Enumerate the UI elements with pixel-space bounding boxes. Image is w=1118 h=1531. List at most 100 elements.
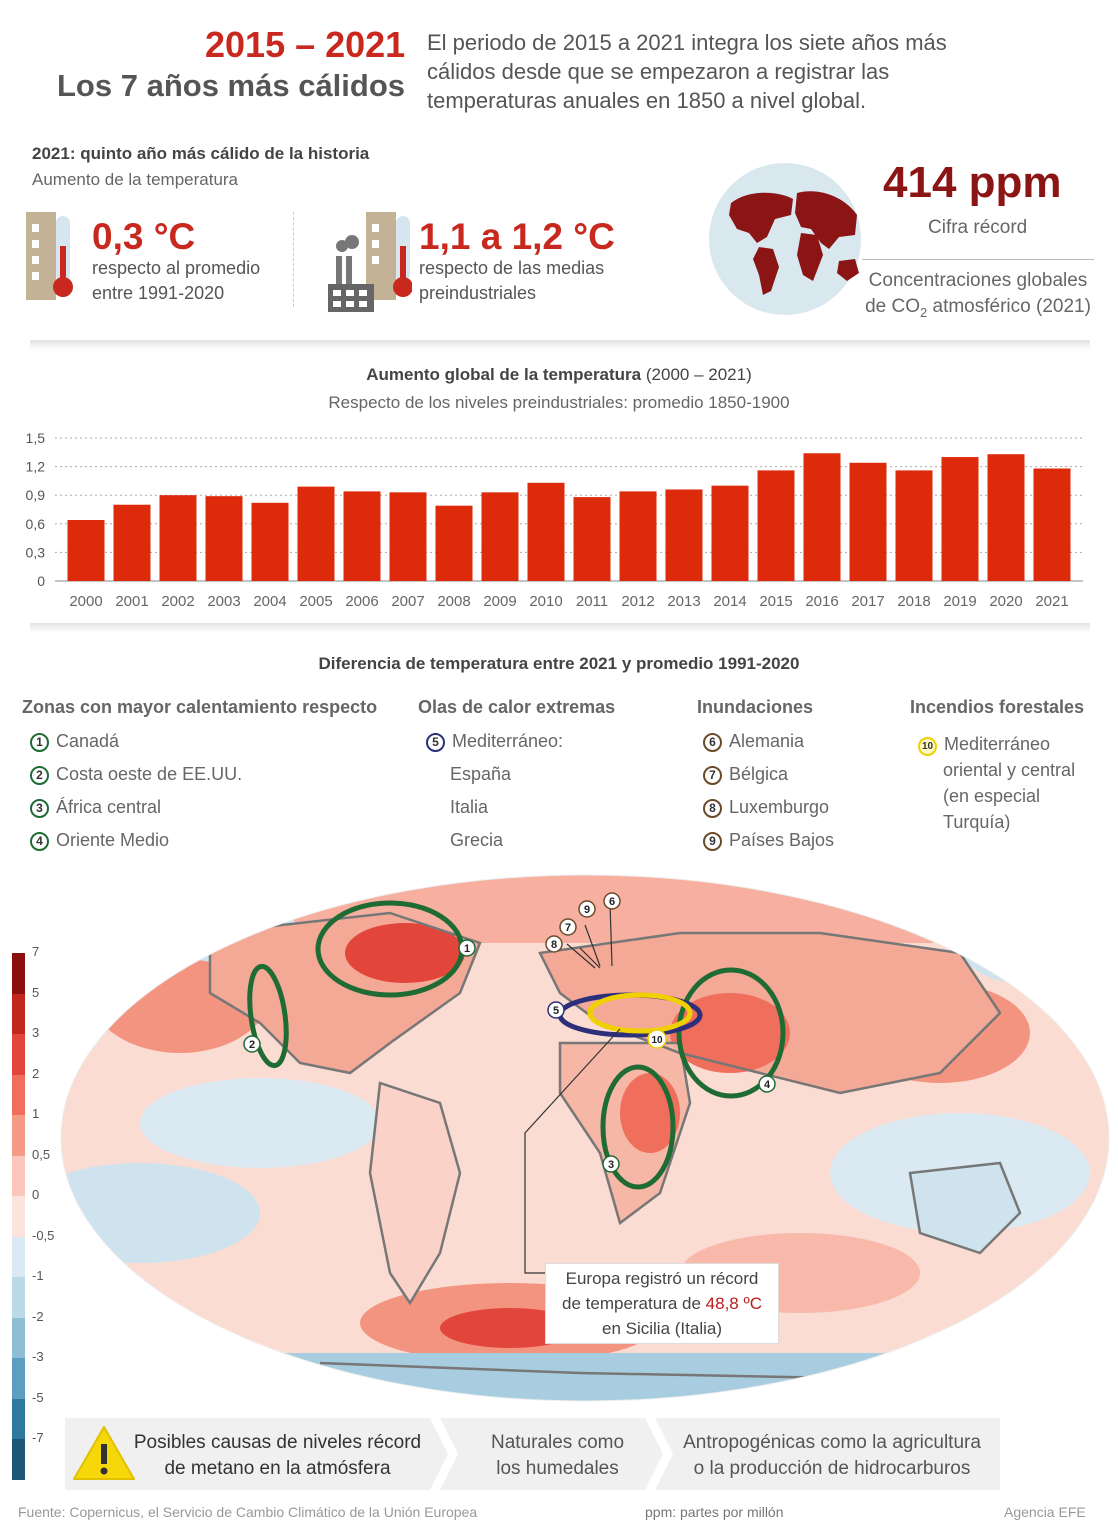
divider [293,212,294,307]
scale-label: -3 [32,1349,44,1364]
x-tick-label: 2009 [483,593,516,610]
bar-2005 [297,486,335,581]
x-tick-label: 2005 [299,593,332,610]
scale-label: 3 [32,1025,40,1040]
list-item: 7 Bélgica [703,764,834,785]
bar-2001 [113,504,151,581]
marker-badge: 3 [30,799,49,818]
list-item: 1 Canadá [30,731,377,752]
bar-2007 [389,492,427,581]
list-item: Turquía) [943,812,1011,832]
chevron-divider [645,1418,673,1490]
list-item: 2 Costa oeste de EE.UU. [30,764,377,785]
x-tick-label: 2020 [989,593,1022,610]
globe-icon [709,163,861,320]
list-item: 9 Países Bajos [703,830,834,851]
scale-swatch [12,1439,25,1480]
category-warming: Zonas con mayor calentamiento respecto 1… [22,697,377,851]
stat1-line: respecto al promedio [92,258,261,278]
map-marker-8: 8 [551,939,557,951]
x-tick-label: 2015 [759,593,792,610]
map-marker-4: 4 [764,1079,771,1091]
bar-2021 [1033,468,1071,581]
co2-divider [862,259,1094,260]
stat2-desc: respecto de las medias preindustriales [419,256,604,306]
marker-badge: 5 [426,733,445,752]
scale-swatch [12,1034,25,1075]
bar-2003 [205,496,243,581]
header-subtitle: Los 7 años más cálidos [57,68,406,103]
y-tick-label: 0,3 [26,544,46,560]
scale-bar [12,953,25,1480]
map-title: Diferencia de temperatura entre 2021 y p… [318,654,800,673]
scale-swatch [12,1196,25,1237]
scale-label: -1 [32,1268,44,1283]
scale-swatch [12,993,25,1034]
x-tick-label: 2012 [621,593,654,610]
chart-title: Aumento global de la temperatura [366,365,642,384]
scale-swatch [12,1317,25,1358]
list-item: 4 Oriente Medio [30,830,377,851]
map-marker-2: 2 [249,1039,255,1051]
bar-2018 [895,470,933,581]
category-head: Incendios forestales [910,697,1085,717]
list-item-label: Mediterráneo: [452,731,564,751]
co2-desc-post: atmosférico (2021) [927,296,1091,317]
chart-title-row: Aumento global de la temperatura (2000 –… [0,365,1118,385]
marker-badge: 9 [703,832,722,851]
x-tick-label: 2021 [1035,593,1068,610]
bar-chart: 1,5 1,2 0,9 0,6 0,3 0 2000 2001 2002 2003 2004 2005… [26,430,1083,610]
callout-line: en Sicilia (Italia) [602,1319,722,1338]
x-tick-label: 2001 [115,593,148,610]
methane-heading: Posibles causas de niveles récord de met… [125,1430,430,1482]
section-separator [30,340,1090,350]
map-marker-10: 10 [651,1035,663,1046]
list-item-label: África central [56,797,162,817]
category-wildfires: Incendios forestales 10 Mediterráneo orie… [910,697,1084,835]
methane-natural-line: los humedales [496,1458,619,1479]
bar-2017 [849,462,887,581]
x-tick-label: 2006 [345,593,378,610]
list-item-label: Luxemburgo [729,797,830,817]
list-item: Italia [450,797,489,817]
co2-value: 414 ppm [883,158,1062,207]
marker-badge: 7 [703,766,722,785]
list-item-label: Canadá [56,731,120,751]
map-marker-3: 3 [608,1159,614,1171]
scale-label: 0,5 [32,1146,51,1162]
y-tick-label: 0,9 [26,487,46,503]
co2-desc-pre: de CO [865,296,920,317]
x-tick-label: 2019 [943,593,976,610]
marker-badge: 2 [30,766,49,785]
bar-2000 [67,519,105,581]
scale-swatch [12,1074,25,1115]
list-item-label: Bélgica [729,764,789,784]
bar-2016 [803,453,841,581]
factory-thermometer-icon [326,210,413,319]
footer-ppm: ppm: partes por millón [645,1504,784,1520]
scale-swatch [12,953,25,994]
footer-source: Fuente: Copernicus, el Servicio de Cambi… [18,1504,478,1520]
x-tick-label: 2008 [437,593,470,610]
list-item: 3 África central [30,797,377,818]
x-tick-label: 2014 [713,593,746,610]
world-anomaly-map: 1 2 3 4 5 6 7 8 9 10 [60,874,1110,1402]
chart-subtitle: Respecto de los niveles preindustriales:… [328,393,790,412]
bar-2015 [757,470,795,581]
list-item-label: Costa oeste de EE.UU. [56,764,243,784]
category-head: Inundaciones [697,697,814,717]
y-tick-label: 1,5 [26,430,46,446]
bar-2019 [941,457,979,581]
category-head: Olas de calor extremas [418,697,616,717]
warning-icon [72,1424,136,1487]
methane-anthropogenic-line: Antropogénicas como la agricultura [683,1432,981,1453]
stat2-line: preindustriales [419,283,537,303]
header-intro: El periodo de 2015 a 2021 integra los si… [427,28,1087,115]
methane-heading-line: de metano en la atmósfera [164,1458,391,1479]
stat2-value: 1,1 a 1,2 °C [419,216,615,257]
bar-2002 [159,495,197,581]
category-head: Zonas con mayor calentamiento respecto [22,697,378,717]
x-tick-label: 2018 [897,593,930,610]
y-tick-label: 1,2 [26,459,46,475]
intro-line: El periodo de 2015 a 2021 integra los si… [427,30,947,55]
